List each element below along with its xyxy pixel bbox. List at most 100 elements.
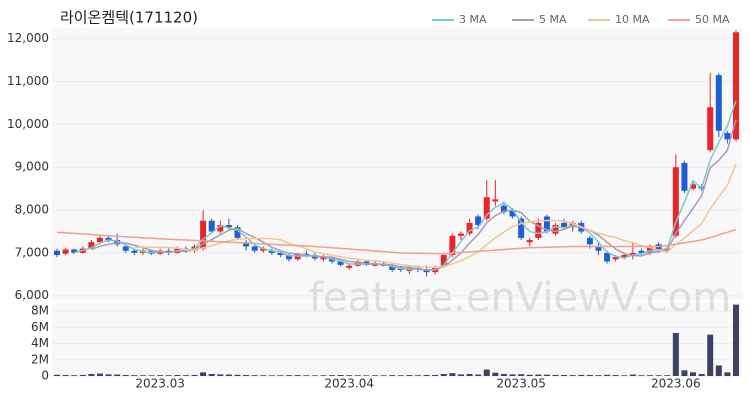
volume-bar [733, 304, 739, 376]
volume-bar [165, 375, 172, 376]
volume-bar [664, 375, 671, 376]
volume-bar [543, 374, 550, 376]
candle-body [105, 237, 112, 241]
y-tick-label: 0 [41, 369, 49, 383]
volume-bar [612, 375, 619, 376]
candle-body [54, 250, 60, 256]
candle-body [707, 107, 714, 151]
y-tick-label: 10,000 [7, 117, 49, 131]
candle-body [122, 246, 129, 251]
volume-bar [707, 334, 714, 376]
volume-bar [337, 375, 344, 376]
volume-bar [122, 375, 129, 376]
volume-bar [414, 375, 421, 376]
volume-bar [724, 372, 731, 376]
candle-body [208, 220, 215, 232]
candle-body [647, 246, 654, 253]
candle-body [535, 222, 542, 238]
candle-body [225, 225, 232, 228]
volume-bar [578, 374, 585, 376]
volume-bar [698, 373, 705, 376]
volume-bar [397, 375, 404, 376]
x-tick-label: 2023.03 [135, 377, 185, 391]
volume-bar [363, 375, 370, 376]
candle-body [234, 227, 241, 238]
volume-bar [217, 374, 224, 376]
candle-body [621, 255, 628, 258]
candle-body [561, 222, 568, 228]
volume-bar [406, 375, 413, 376]
watermark: feature.enViewV.com [309, 275, 731, 321]
candle-body [337, 261, 344, 265]
candle-body [604, 252, 611, 262]
volume-bar [475, 374, 482, 376]
volume-bar [234, 374, 241, 376]
volume-bar [62, 375, 69, 376]
candle-body [303, 253, 310, 256]
candle-body [457, 233, 464, 236]
candle-body [638, 250, 645, 253]
volume-bar [500, 373, 507, 376]
candle-body [62, 249, 69, 254]
volume-bar [690, 372, 697, 376]
volume-bar [260, 375, 267, 376]
x-tick-label: 2023.04 [324, 377, 374, 391]
candle-body [243, 242, 250, 247]
volume-bar [457, 374, 464, 376]
volume-bar [389, 375, 396, 376]
candle-body [286, 255, 293, 260]
candle-body [595, 246, 602, 251]
candle-body [131, 250, 138, 253]
volume-bar [54, 374, 60, 376]
price-plot-area [52, 28, 742, 300]
x-tick-label: 2023.05 [496, 377, 546, 391]
candle-body [217, 225, 224, 232]
volume-bar [440, 373, 447, 376]
volume-bar [303, 375, 310, 376]
candle-body [88, 242, 95, 249]
volume-bar [157, 375, 164, 376]
y-tick-label: 7,000 [15, 245, 49, 259]
ma-line [134, 163, 737, 269]
volume-bar [191, 374, 198, 376]
volume-bar [621, 375, 628, 376]
volume-bar [208, 373, 215, 376]
candle-body [672, 167, 679, 236]
volume-bar [647, 375, 654, 376]
volume-bar [79, 374, 86, 376]
volume-bar [200, 372, 207, 376]
legend-label: 50 MA [695, 13, 730, 26]
volume-bar [114, 374, 121, 376]
candle-body [423, 270, 430, 273]
volume-bar [71, 375, 78, 376]
volume-bar [535, 374, 542, 376]
volume-bar [329, 375, 336, 376]
volume-bar [509, 374, 516, 376]
y-tick-label: 11,000 [7, 74, 49, 88]
candle-body [492, 199, 499, 202]
candle-body [543, 216, 550, 232]
volume-bar [715, 365, 722, 376]
candle-body [552, 225, 559, 234]
volume-bar [286, 375, 293, 376]
candle-body [586, 237, 593, 245]
volume-bar [105, 374, 112, 376]
volume-bar [346, 375, 353, 376]
candle-body [71, 249, 78, 253]
candle-body [449, 235, 456, 256]
y-tick-label: 4M [31, 336, 49, 350]
volume-bar [131, 375, 138, 376]
y-tick-label: 12,000 [7, 31, 49, 45]
candle-body [483, 197, 490, 219]
volume-bar [139, 375, 146, 376]
volume-bar [655, 375, 662, 376]
volume-bar [526, 374, 533, 376]
candle-body [440, 255, 447, 266]
x-tick-label: 2023.06 [651, 377, 701, 391]
candle-body [466, 222, 473, 234]
volume-bar [251, 375, 258, 376]
candle-body [260, 248, 267, 251]
volume-bar [604, 374, 611, 376]
volume-bar [372, 375, 379, 376]
legend-label: 3 MA [459, 13, 487, 26]
